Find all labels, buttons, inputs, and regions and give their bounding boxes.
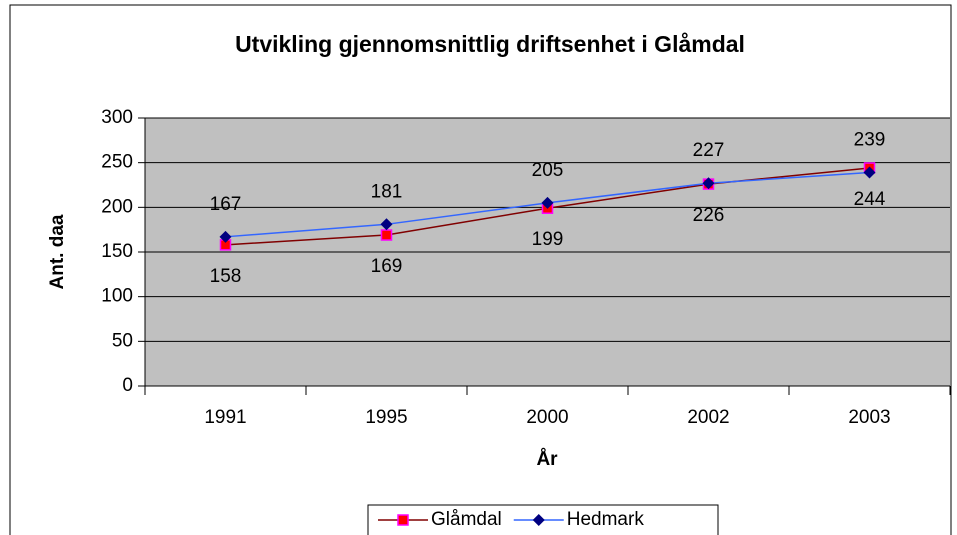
legend-label: Glåmdal <box>431 509 502 530</box>
data-point <box>380 229 393 241</box>
x-tick-label: 2000 <box>526 407 568 428</box>
x-tick-label: 2003 <box>848 407 890 428</box>
x-tick-label: 1995 <box>365 407 407 428</box>
data-point <box>380 218 393 231</box>
y-tick-label: 250 <box>101 152 133 173</box>
data-label: 169 <box>371 256 403 277</box>
chart-title: Utvikling gjennomsnittlig driftsenhet i … <box>235 31 745 57</box>
y-axis-label: Ant. daa <box>47 214 68 289</box>
data-point <box>863 166 876 179</box>
data-point <box>702 177 715 190</box>
data-point <box>219 230 232 243</box>
x-tick-label: 1991 <box>204 407 246 428</box>
data-label: 181 <box>371 181 403 202</box>
y-tick-label: 100 <box>101 286 133 307</box>
data-label: 227 <box>693 140 725 161</box>
legend-marker <box>397 514 409 526</box>
data-point <box>541 196 554 209</box>
legend-marker <box>532 514 545 526</box>
y-tick-label: 300 <box>101 107 133 128</box>
y-tick-label: 50 <box>112 330 133 351</box>
x-tick-label: 2002 <box>687 407 729 428</box>
data-label: 158 <box>210 266 242 287</box>
x-axis-label: År <box>536 449 558 470</box>
data-label: 199 <box>532 229 564 250</box>
data-label: 226 <box>693 205 725 226</box>
y-tick-label: 200 <box>101 196 133 217</box>
data-label: 205 <box>532 160 564 181</box>
data-label: 167 <box>210 194 242 215</box>
y-tick-label: 0 <box>122 375 133 396</box>
data-label: 239 <box>854 130 886 151</box>
legend-label: Hedmark <box>567 509 645 530</box>
y-tick-label: 150 <box>101 241 133 262</box>
data-label: 244 <box>854 189 886 210</box>
